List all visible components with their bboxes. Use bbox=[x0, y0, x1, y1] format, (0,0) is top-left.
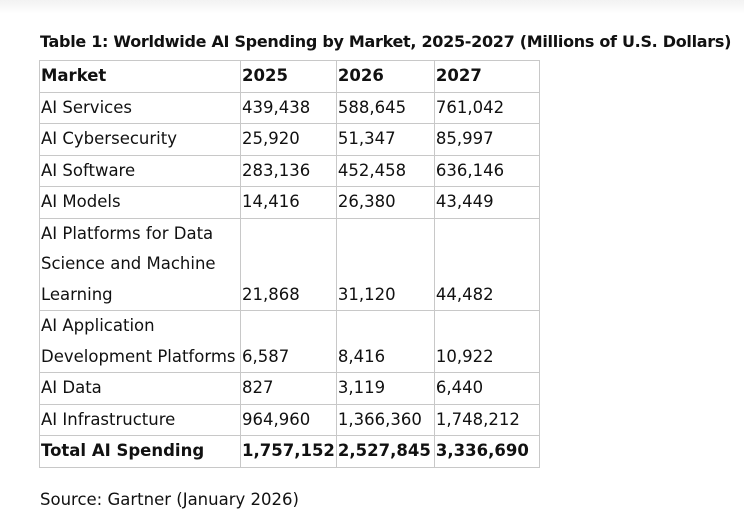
value-cell: 588,645 bbox=[335, 91, 435, 124]
value-cell: 26,380 bbox=[335, 186, 435, 219]
value-cell: 2,527,845 bbox=[335, 435, 435, 468]
value-cell: 85,997 bbox=[433, 123, 540, 156]
value-cell: 964,960 bbox=[240, 403, 337, 436]
value-cell: 14,416 bbox=[240, 186, 337, 219]
value-cell: 25,920 bbox=[240, 123, 337, 156]
market-cell: Total AI Spending bbox=[39, 435, 241, 468]
top-bar bbox=[0, 0, 744, 14]
value-cell: 3,119 bbox=[335, 372, 435, 405]
value-cell: 452,458 bbox=[335, 154, 435, 187]
column-header: Market bbox=[39, 60, 241, 93]
table-row: AI Data 827 3,119 6,440 bbox=[39, 372, 540, 405]
header-row: Market 2025 2026 2027 bbox=[39, 60, 540, 93]
value-cell: 636,146 bbox=[433, 154, 540, 187]
market-cell: AI Models bbox=[39, 186, 241, 219]
table-row: Total AI Spending 1,757,152 2,527,845 3,336… bbox=[39, 435, 540, 468]
value-cell: 761,042 bbox=[433, 91, 540, 124]
value-cell: 31,120 bbox=[335, 217, 435, 311]
value-cell: 1,748,212 bbox=[433, 403, 540, 436]
value-cell: 439,438 bbox=[240, 91, 337, 124]
market-cell: AI Software bbox=[39, 154, 241, 187]
value-cell: 6,440 bbox=[433, 372, 540, 405]
market-cell: AI Infrastructure bbox=[39, 403, 241, 436]
value-cell: 1,366,360 bbox=[335, 403, 435, 436]
value-cell: 6,587 bbox=[240, 310, 337, 373]
value-cell: 21,868 bbox=[240, 217, 337, 311]
value-cell: 43,449 bbox=[433, 186, 540, 219]
market-cell: AI Cybersecurity bbox=[39, 123, 241, 156]
market-cell: AI Data bbox=[39, 372, 241, 405]
table-row: AI Application Development Platforms 6,58… bbox=[39, 310, 540, 373]
value-cell: 10,922 bbox=[433, 310, 540, 373]
market-cell: AI Services bbox=[39, 91, 241, 124]
table-row: AI Software 283,136 452,458 636,146 bbox=[39, 154, 540, 187]
column-header: 2025 bbox=[240, 60, 337, 93]
table-title: Table 1: Worldwide AI Spending by Market… bbox=[40, 32, 732, 51]
value-cell: 1,757,152 bbox=[240, 435, 337, 468]
value-cell: 827 bbox=[240, 372, 337, 405]
source-note: Source: Gartner (January 2026) bbox=[40, 490, 299, 509]
market-cell: AI Application Development Platforms bbox=[39, 310, 241, 373]
table-row: AI Platforms for Data Science and Machin… bbox=[39, 217, 540, 311]
value-cell: 3,336,690 bbox=[433, 435, 540, 468]
value-cell: 8,416 bbox=[335, 310, 435, 373]
value-cell: 44,482 bbox=[433, 217, 540, 311]
table-row: AI Models 14,416 26,380 43,449 bbox=[39, 186, 540, 219]
column-header: 2027 bbox=[433, 60, 540, 93]
value-cell: 283,136 bbox=[240, 154, 337, 187]
spending-table: Market 2025 2026 2027 AI Services 439,438 588… bbox=[39, 60, 540, 468]
market-cell: AI Platforms for Data Science and Machin… bbox=[39, 217, 241, 311]
column-header: 2026 bbox=[335, 60, 435, 93]
table-row: AI Infrastructure 964,960 1,366,360 1,748,2… bbox=[39, 403, 540, 436]
table-row: AI Cybersecurity 25,920 51,347 85,997 bbox=[39, 123, 540, 156]
value-cell: 51,347 bbox=[335, 123, 435, 156]
table-row: AI Services 439,438 588,645 761,042 bbox=[39, 91, 540, 124]
